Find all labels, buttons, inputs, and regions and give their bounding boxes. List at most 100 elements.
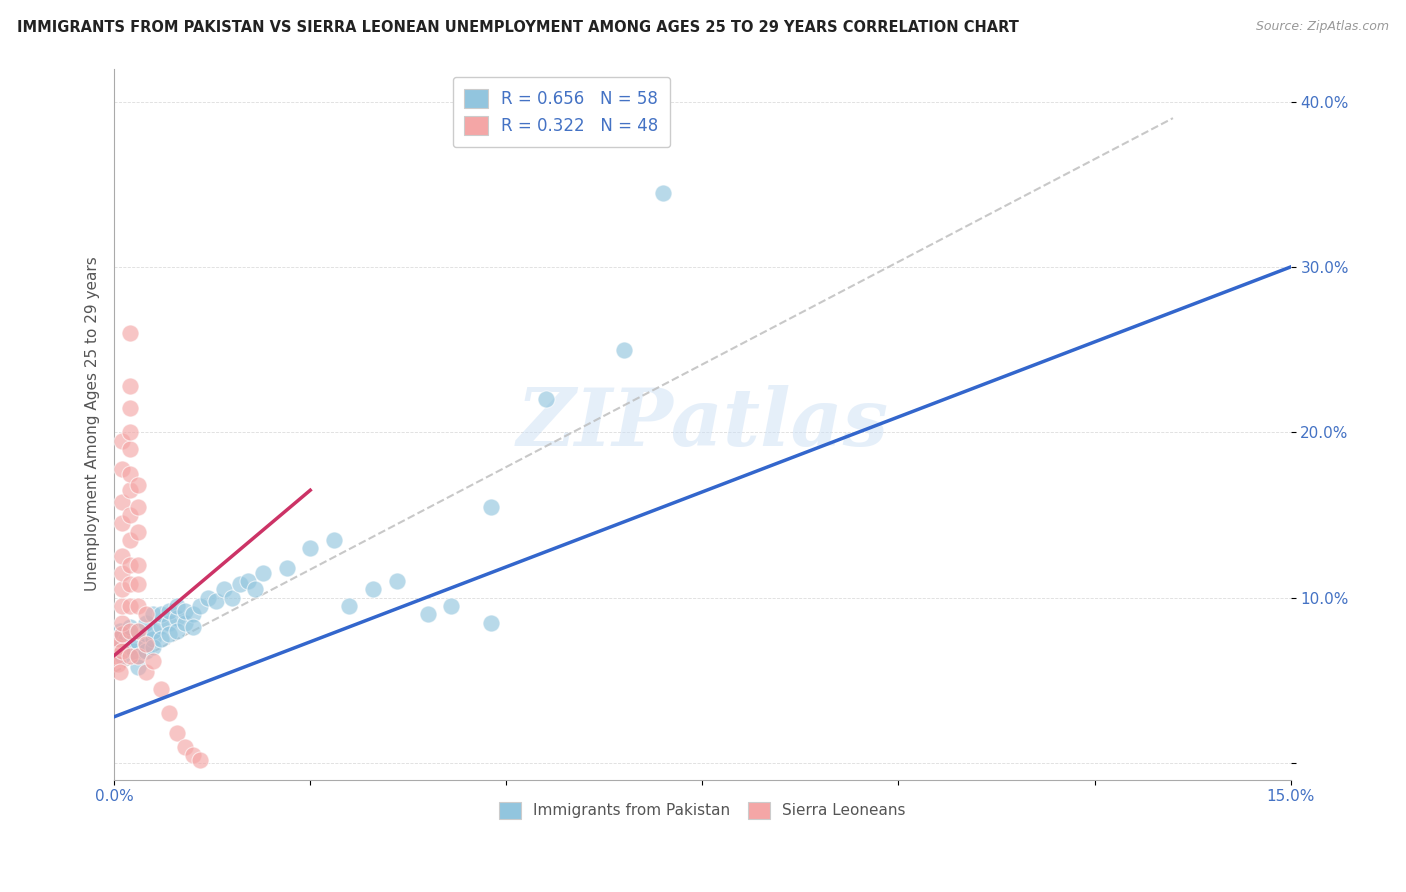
Point <box>118 648 141 663</box>
Point <box>127 635 149 649</box>
Point <box>111 566 134 580</box>
Point <box>127 524 149 539</box>
Point <box>111 582 134 597</box>
Point <box>150 632 173 646</box>
Point <box>142 607 165 622</box>
Point <box>299 541 322 555</box>
Point <box>111 627 134 641</box>
Point <box>104 632 127 646</box>
Point <box>166 726 188 740</box>
Point <box>107 632 129 646</box>
Point <box>142 654 165 668</box>
Point <box>197 591 219 605</box>
Point <box>127 558 149 572</box>
Point <box>181 607 204 622</box>
Point <box>221 591 243 605</box>
Point <box>118 558 141 572</box>
Point <box>479 615 502 630</box>
Point <box>245 582 267 597</box>
Point <box>205 594 228 608</box>
Point <box>613 343 636 357</box>
Point <box>135 607 157 622</box>
Point <box>127 500 149 514</box>
Point <box>111 637 134 651</box>
Point <box>127 660 149 674</box>
Point <box>322 533 344 547</box>
Point <box>115 632 138 646</box>
Point <box>111 627 134 641</box>
Point <box>122 643 145 657</box>
Point <box>157 604 180 618</box>
Point <box>142 640 165 655</box>
Point <box>127 599 149 613</box>
Point <box>212 582 235 597</box>
Point <box>173 615 195 630</box>
Point <box>150 607 173 622</box>
Point <box>190 599 212 613</box>
Point <box>118 508 141 522</box>
Point <box>479 500 502 514</box>
Point <box>127 478 149 492</box>
Point <box>127 648 149 663</box>
Point <box>118 401 141 415</box>
Point <box>127 624 149 638</box>
Point <box>127 648 149 663</box>
Point <box>166 599 188 613</box>
Point <box>111 643 134 657</box>
Point <box>142 624 165 638</box>
Point <box>135 665 157 679</box>
Point <box>228 577 250 591</box>
Point <box>135 615 157 630</box>
Point <box>166 610 188 624</box>
Point <box>118 379 141 393</box>
Point <box>135 627 157 641</box>
Point <box>111 549 134 564</box>
Point <box>173 604 195 618</box>
Y-axis label: Unemployment Among Ages 25 to 29 years: Unemployment Among Ages 25 to 29 years <box>86 257 100 591</box>
Point <box>110 624 132 638</box>
Point <box>173 739 195 754</box>
Text: IMMIGRANTS FROM PAKISTAN VS SIERRA LEONEAN UNEMPLOYMENT AMONG AGES 25 TO 29 YEAR: IMMIGRANTS FROM PAKISTAN VS SIERRA LEONE… <box>17 20 1019 35</box>
Text: ZIPatlas: ZIPatlas <box>516 385 889 463</box>
Point <box>111 599 134 613</box>
Point <box>236 574 259 589</box>
Point <box>118 640 141 655</box>
Point <box>157 615 180 630</box>
Point <box>440 599 463 613</box>
Point <box>118 467 141 481</box>
Point <box>652 186 675 200</box>
Point <box>150 619 173 633</box>
Point <box>118 425 141 440</box>
Point <box>107 643 129 657</box>
Point <box>181 620 204 634</box>
Point <box>181 747 204 762</box>
Point <box>118 483 141 498</box>
Point <box>190 753 212 767</box>
Point <box>252 566 274 580</box>
Point <box>385 574 408 589</box>
Point <box>157 706 180 721</box>
Text: Source: ZipAtlas.com: Source: ZipAtlas.com <box>1256 20 1389 33</box>
Point <box>118 442 141 456</box>
Point <box>339 599 361 613</box>
Point <box>111 495 134 509</box>
Point <box>150 681 173 696</box>
Point <box>111 461 134 475</box>
Point <box>118 326 141 340</box>
Point <box>135 637 157 651</box>
Point <box>110 665 132 679</box>
Point <box>118 577 141 591</box>
Point <box>111 615 134 630</box>
Point <box>361 582 384 597</box>
Point <box>118 627 141 641</box>
Point <box>142 632 165 646</box>
Point <box>118 533 141 547</box>
Point <box>107 657 129 671</box>
Point <box>105 640 128 655</box>
Point <box>157 627 180 641</box>
Point <box>127 577 149 591</box>
Point <box>118 624 141 638</box>
Legend: Immigrants from Pakistan, Sierra Leoneans: Immigrants from Pakistan, Sierra Leonean… <box>494 796 911 825</box>
Point <box>416 607 439 622</box>
Point <box>118 599 141 613</box>
